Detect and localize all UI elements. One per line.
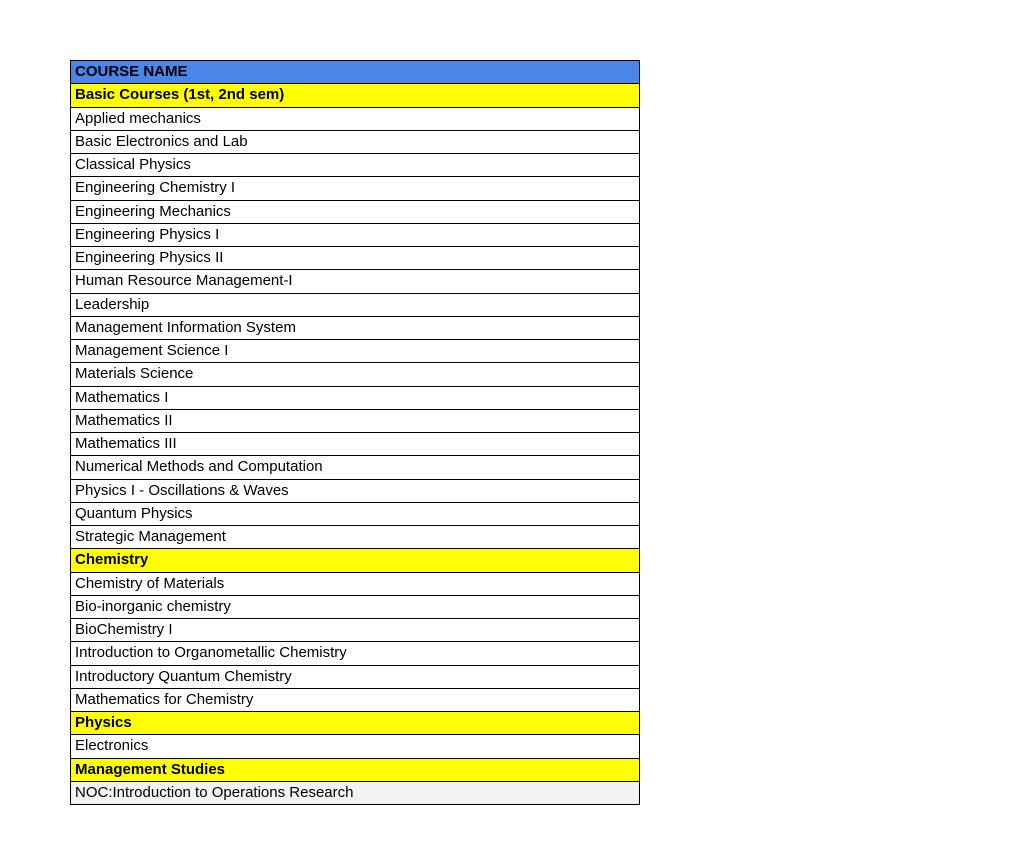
table-row: Management Science I <box>71 340 640 363</box>
section-title-chemistry: Chemistry <box>71 549 640 572</box>
section-title-physics: Physics <box>71 712 640 735</box>
table-row: Mathematics II <box>71 409 640 432</box>
course-cell: Management Science I <box>71 340 640 363</box>
course-cell: Leadership <box>71 293 640 316</box>
course-cell: Engineering Chemistry I <box>71 177 640 200</box>
course-cell: Applied mechanics <box>71 107 640 130</box>
course-cell: Strategic Management <box>71 526 640 549</box>
course-cell: Numerical Methods and Computation <box>71 456 640 479</box>
table-header-row: COURSE NAME <box>71 61 640 84</box>
course-cell: Materials Science <box>71 363 640 386</box>
table-row: Basic Electronics and Lab <box>71 130 640 153</box>
table-row: Engineering Chemistry I <box>71 177 640 200</box>
table-row: Introductory Quantum Chemistry <box>71 665 640 688</box>
table-row: Engineering Mechanics <box>71 200 640 223</box>
table-row: Materials Science <box>71 363 640 386</box>
section-title-basic: Basic Courses (1st, 2nd sem) <box>71 84 640 107</box>
course-cell: Chemistry of Materials <box>71 572 640 595</box>
course-cell: Introduction to Organometallic Chemistry <box>71 642 640 665</box>
course-cell: Engineering Physics II <box>71 247 640 270</box>
course-cell: BioChemistry I <box>71 619 640 642</box>
course-table: COURSE NAME Basic Courses (1st, 2nd sem)… <box>70 60 640 805</box>
table-row: Mathematics III <box>71 433 640 456</box>
course-cell: Bio-inorganic chemistry <box>71 595 640 618</box>
table-body: COURSE NAME Basic Courses (1st, 2nd sem)… <box>71 61 640 805</box>
course-cell: Mathematics for Chemistry <box>71 688 640 711</box>
section-title-management: Management Studies <box>71 758 640 781</box>
course-cell: Mathematics II <box>71 409 640 432</box>
course-cell: NOC:Introduction to Operations Research <box>71 781 640 804</box>
course-cell: Management Information System <box>71 316 640 339</box>
course-cell: Physics I - Oscillations & Waves <box>71 479 640 502</box>
table-row: Introduction to Organometallic Chemistry <box>71 642 640 665</box>
course-cell: Classical Physics <box>71 154 640 177</box>
table-row: Mathematics for Chemistry <box>71 688 640 711</box>
section-header-row: Management Studies <box>71 758 640 781</box>
course-cell: Engineering Mechanics <box>71 200 640 223</box>
table-row: Management Information System <box>71 316 640 339</box>
section-header-row: Chemistry <box>71 549 640 572</box>
table-row: Applied mechanics <box>71 107 640 130</box>
course-cell: Introductory Quantum Chemistry <box>71 665 640 688</box>
course-cell: Mathematics III <box>71 433 640 456</box>
course-cell: Engineering Physics I <box>71 223 640 246</box>
table-row: Leadership <box>71 293 640 316</box>
course-cell: Electronics <box>71 735 640 758</box>
table-row: Mathematics I <box>71 386 640 409</box>
table-row: Classical Physics <box>71 154 640 177</box>
section-header-row: Physics <box>71 712 640 735</box>
table-row: Human Resource Management-I <box>71 270 640 293</box>
table-row: NOC:Introduction to Operations Research <box>71 781 640 804</box>
table-row: Engineering Physics I <box>71 223 640 246</box>
section-header-row: Basic Courses (1st, 2nd sem) <box>71 84 640 107</box>
table-row: Numerical Methods and Computation <box>71 456 640 479</box>
table-header-cell: COURSE NAME <box>71 61 640 84</box>
table-row: BioChemistry I <box>71 619 640 642</box>
table-row: Chemistry of Materials <box>71 572 640 595</box>
course-cell: Quantum Physics <box>71 502 640 525</box>
course-cell: Human Resource Management-I <box>71 270 640 293</box>
course-cell: Mathematics I <box>71 386 640 409</box>
course-cell: Basic Electronics and Lab <box>71 130 640 153</box>
table-row: Engineering Physics II <box>71 247 640 270</box>
table-row: Physics I - Oscillations & Waves <box>71 479 640 502</box>
table-row: Bio-inorganic chemistry <box>71 595 640 618</box>
table-row: Strategic Management <box>71 526 640 549</box>
table-row: Quantum Physics <box>71 502 640 525</box>
table-row: Electronics <box>71 735 640 758</box>
